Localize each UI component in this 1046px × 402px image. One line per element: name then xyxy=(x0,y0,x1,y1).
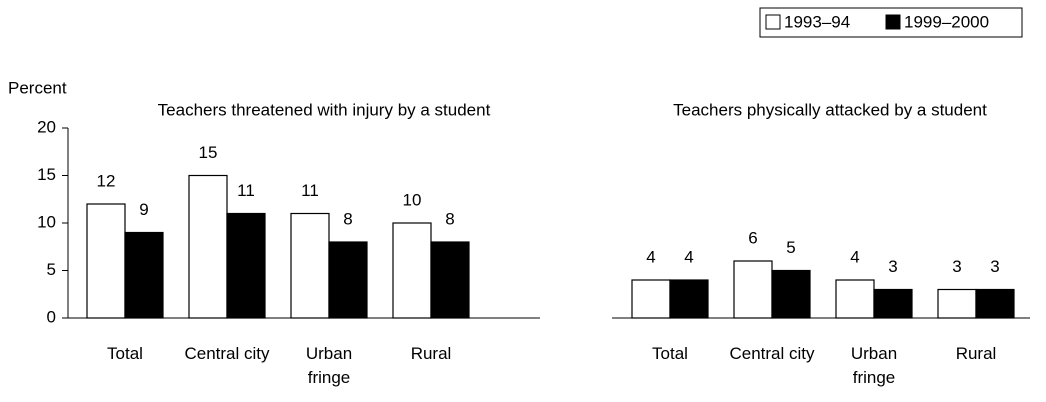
bar xyxy=(188,174,228,319)
x-tick-label: Total xyxy=(107,344,143,363)
x-tick-label: Urban fringe xyxy=(850,344,898,387)
value-label: 10 xyxy=(403,190,422,209)
bar xyxy=(290,212,330,319)
value-label: 8 xyxy=(445,209,454,228)
bar xyxy=(975,288,1015,319)
bar xyxy=(86,203,126,319)
x-tick-label: Rural xyxy=(410,344,452,363)
value-label: 4 xyxy=(684,247,693,266)
legend-box xyxy=(759,7,1023,38)
bar xyxy=(328,241,368,319)
bar xyxy=(733,260,773,319)
value-label: 11 xyxy=(301,181,319,200)
y-tick-label: 10 xyxy=(37,212,56,231)
y-tick-label: 15 xyxy=(37,165,56,184)
bar xyxy=(835,279,875,319)
value-label: 15 xyxy=(199,143,218,162)
y-tick-label: 5 xyxy=(47,260,56,279)
x-tick-label: Total xyxy=(652,344,688,363)
legend-label: 1993–94 xyxy=(784,12,850,31)
bar xyxy=(392,222,432,319)
bar xyxy=(124,231,164,319)
y-tick-label: 20 xyxy=(37,117,56,136)
value-label: 4 xyxy=(646,247,655,266)
value-label: 11 xyxy=(237,181,255,200)
bar xyxy=(937,288,977,319)
bar xyxy=(430,241,470,319)
y-tick-label: 0 xyxy=(47,307,56,326)
value-label: 6 xyxy=(748,228,757,247)
value-label: 3 xyxy=(990,257,999,276)
value-label: 8 xyxy=(343,209,352,228)
bar xyxy=(873,288,913,319)
panel-title: Teachers physically attacked by a studen… xyxy=(673,100,987,119)
bar xyxy=(669,279,709,319)
x-tick-label: Urban fringe xyxy=(305,344,353,387)
y-axis-label: Percent xyxy=(8,78,67,97)
value-label: 4 xyxy=(850,247,859,266)
x-tick-label: Central city xyxy=(729,344,815,363)
legend-swatch xyxy=(765,14,781,30)
value-label: 9 xyxy=(139,200,148,219)
bar xyxy=(226,212,266,319)
legend-swatch xyxy=(885,14,901,30)
value-label: 3 xyxy=(952,257,961,276)
bar xyxy=(631,279,671,319)
value-label: 3 xyxy=(888,257,897,276)
value-label: 12 xyxy=(97,171,116,190)
x-tick-label: Central city xyxy=(184,344,270,363)
bar xyxy=(771,269,811,319)
x-tick-label: Rural xyxy=(955,344,997,363)
legend-label: 1999–2000 xyxy=(904,12,989,31)
value-label: 5 xyxy=(786,238,795,257)
panel-title: Teachers threatened with injury by a stu… xyxy=(158,100,491,119)
